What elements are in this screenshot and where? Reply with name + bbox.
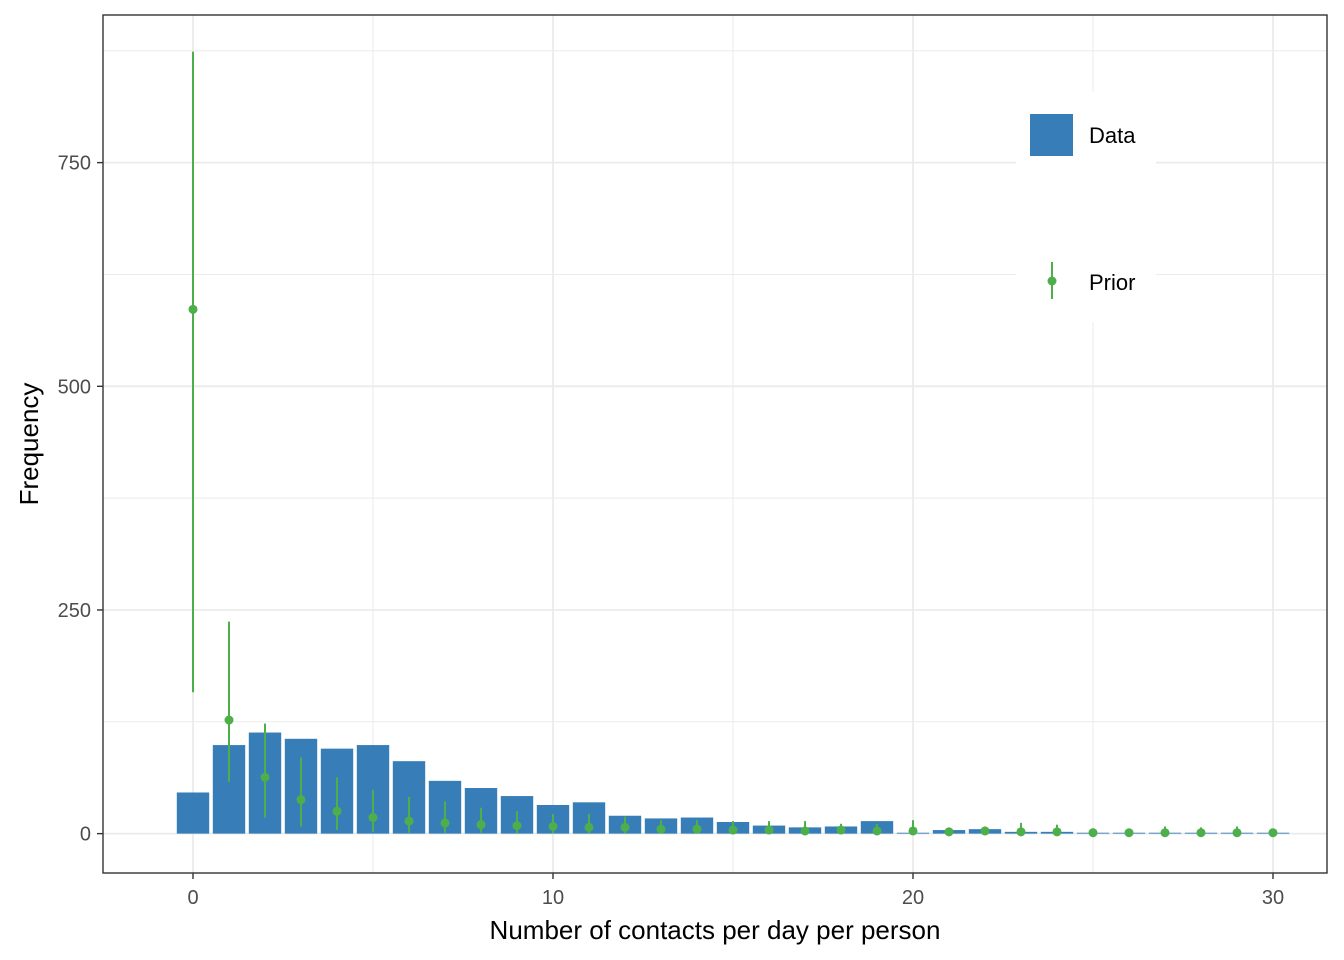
prior-point [980,826,990,836]
legend-key-prior-point [1047,276,1057,286]
y-tick-label: 250 [58,600,91,622]
prior-point [1196,828,1206,838]
prior-point [836,825,846,835]
x-tick-label: 10 [542,887,564,909]
prior-point [512,821,522,831]
x-tick-label: 30 [1262,887,1284,909]
prior-point [1052,827,1062,837]
y-tick-label: 750 [58,153,91,175]
prior-point [296,795,306,805]
legend-label-prior: Prior [1089,270,1135,295]
y-axis-ticks: 0 250 500 750 [58,153,103,846]
prior-point [548,821,558,831]
prior-point [656,824,666,834]
prior-point [1232,828,1242,838]
legend-label-data: Data [1089,123,1136,148]
panel-border [102,14,1328,874]
y-tick-label: 500 [58,376,91,398]
prior-point [188,304,198,314]
prior-point [1124,828,1134,838]
prior-point [1016,827,1026,837]
prior-point [1160,828,1170,838]
prior-point [692,824,702,834]
prior-point [368,813,378,823]
prior-point [440,818,450,828]
prior-point [1088,828,1098,838]
prior-point [1268,828,1278,838]
prior-point [404,816,414,826]
prior-point [728,825,738,835]
x-axis-ticks: 0 10 20 30 [187,873,1284,909]
legend-key-data [1030,114,1073,156]
bar [176,792,210,834]
legend: Data Prior [1016,92,1156,322]
prior-point [908,826,918,836]
prior-point [800,826,810,836]
prior-point [944,827,954,837]
prior-point [764,825,774,835]
prior-errorbars [188,51,1278,838]
y-axis-title: Frequency [14,383,44,506]
x-axis-title: Number of contacts per day per person [490,915,941,945]
prior-point [476,820,486,830]
prior-point [620,822,630,832]
x-tick-label: 0 [187,887,198,909]
x-tick-label: 20 [902,887,924,909]
prior-point [224,715,234,725]
prior-point [584,822,594,832]
prior-point [872,826,882,836]
prior-point [260,772,270,782]
prior-point [332,806,342,816]
y-tick-label: 0 [80,824,91,846]
